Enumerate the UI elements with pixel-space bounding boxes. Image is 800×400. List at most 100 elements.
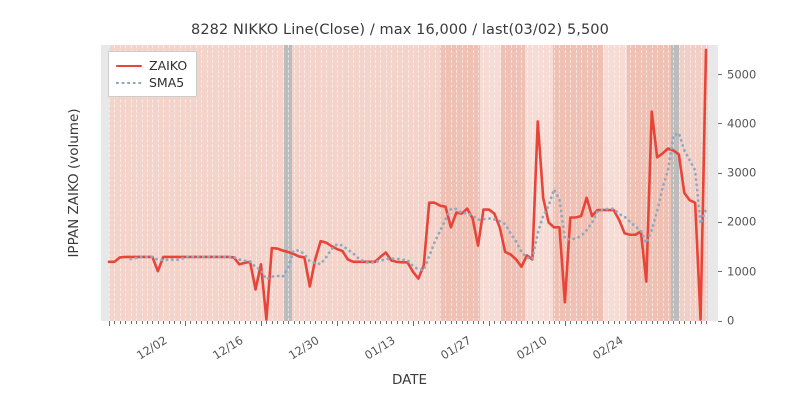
grid-line (619, 45, 621, 321)
x-tick-minor (212, 321, 214, 324)
grid-line (141, 45, 144, 321)
grid-line (288, 45, 290, 321)
grid-line (532, 45, 534, 321)
grid-line (109, 45, 111, 321)
x-tick-minor (651, 321, 653, 324)
grid-line (369, 45, 372, 321)
x-tick-minor (575, 321, 577, 324)
background-band-gap (101, 45, 110, 321)
x-tick-minor (684, 321, 686, 324)
x-tick-minor (282, 321, 284, 324)
grid-line (250, 45, 252, 321)
grid-line (592, 45, 594, 321)
grid-line (575, 45, 578, 321)
x-tick-label: 12/02 (134, 333, 170, 363)
y-tick-mark (718, 74, 722, 76)
x-tick-minor (136, 321, 138, 324)
grid-line (271, 45, 274, 321)
grid-line (440, 45, 442, 321)
x-tick-minor (233, 321, 235, 324)
grid-line (195, 45, 198, 321)
x-tick-minor (114, 321, 116, 324)
grid-line (526, 45, 529, 321)
chart-title: 8282 NIKKO Line(Close) / max 16,000 / la… (191, 22, 609, 38)
legend-label-sma5: SMA5 (149, 75, 185, 90)
grid-line (554, 45, 556, 321)
x-tick-minor (483, 321, 485, 324)
chart-legend: ZAIKO SMA5 (108, 51, 198, 97)
x-tick-minor (700, 321, 702, 324)
grid-line (597, 45, 599, 321)
x-tick-minor (526, 321, 528, 324)
x-tick-minor (163, 321, 165, 324)
x-tick-minor (228, 321, 230, 324)
x-tick-minor (521, 321, 523, 324)
y-axis-ticks: 0 1000 2000 3000 4000 5000 (718, 45, 800, 328)
x-tick-label: 12/16 (210, 333, 246, 363)
x-tick-minor (429, 321, 431, 324)
x-tick-minor (304, 321, 306, 324)
y-tick-mark (718, 320, 722, 322)
grid-line (423, 45, 426, 321)
x-tick-minor (385, 321, 387, 324)
grid-line (689, 45, 692, 321)
grid-line (662, 45, 665, 321)
x-tick-minor (364, 321, 366, 324)
grid-line (402, 45, 404, 321)
grid-line (222, 45, 225, 321)
x-tick-minor (657, 321, 659, 324)
x-tick-major (412, 321, 414, 326)
grid-line (146, 45, 149, 321)
grid-line (581, 45, 583, 321)
x-tick-minor (559, 321, 561, 324)
grid-line (168, 45, 171, 321)
grid-line (456, 45, 458, 321)
grid-line (309, 45, 312, 321)
grid-line (114, 45, 116, 321)
x-tick-minor (407, 321, 409, 324)
x-tick-minor (347, 321, 349, 324)
grid-line (293, 45, 296, 321)
grid-line (385, 45, 388, 321)
x-tick-minor (320, 321, 322, 324)
grid-line (331, 45, 334, 321)
grid-line (450, 45, 453, 321)
grid-line (244, 45, 247, 321)
x-axis-tick-labels: 12/02 12/16 12/30 01/13 01/27 02/10 02/24 (0, 329, 800, 374)
grid-line (472, 45, 475, 321)
x-tick-minor (201, 321, 203, 324)
x-tick-major (336, 321, 338, 326)
x-tick-minor (640, 321, 642, 324)
x-tick-label: 12/30 (285, 333, 322, 363)
grid-line (233, 45, 236, 321)
grid-line (461, 45, 464, 321)
x-axis-title: DATE (391, 372, 428, 388)
x-tick-minor (402, 321, 404, 324)
x-tick-minor (505, 321, 507, 324)
grid-line (396, 45, 399, 321)
grid-line (510, 45, 513, 321)
x-tick-minor (288, 321, 290, 324)
grid-line (184, 45, 187, 321)
grid-line (228, 45, 230, 321)
grid-line (445, 45, 447, 321)
grid-line (277, 45, 279, 321)
x-tick-minor (668, 321, 669, 324)
grid-line (429, 45, 431, 321)
legend-swatch-solid-line (116, 61, 142, 71)
grid-line (537, 45, 540, 321)
x-tick-minor (624, 321, 626, 324)
grid-line (635, 45, 637, 321)
x-tick-minor (543, 321, 545, 324)
grid-line (651, 45, 654, 321)
grid-line (624, 45, 627, 321)
x-tick-minor (478, 321, 480, 324)
grid-line (543, 45, 545, 321)
y-tick-mark (718, 172, 722, 174)
grid-line (201, 45, 203, 321)
grid-line (564, 45, 567, 321)
y-tick-mark (718, 123, 722, 125)
x-tick-minor (499, 321, 501, 324)
grid-line (570, 45, 572, 321)
y-tick-mark (718, 271, 722, 273)
